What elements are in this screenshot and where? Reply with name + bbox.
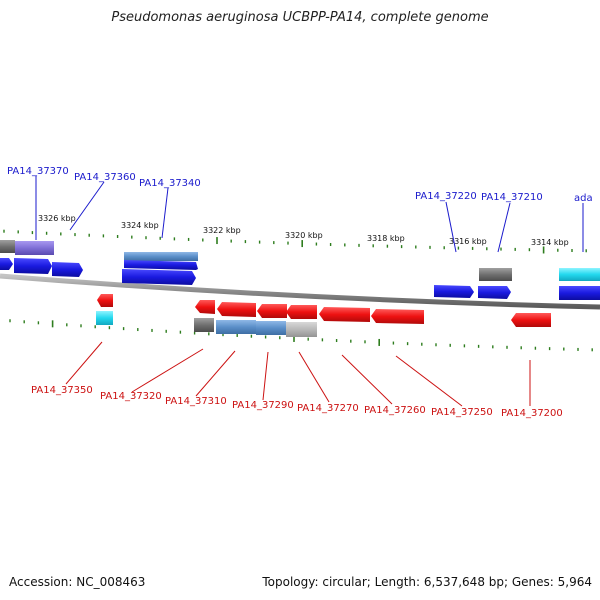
gene-box-cyan[interactable] xyxy=(559,268,600,281)
gene-label-reverse[interactable]: PA14_37260 xyxy=(364,405,426,416)
gene-arrow-reverse[interactable] xyxy=(97,294,113,307)
gene-label-forward[interactable]: PA14_37220 xyxy=(415,191,477,202)
scale-label: 3314 kbp xyxy=(531,238,569,247)
gene-arrow-forward[interactable] xyxy=(124,260,198,270)
forward-label-leaders xyxy=(35,176,584,253)
gene-arrow-forward[interactable] xyxy=(0,258,13,270)
gene-arrow-reverse[interactable] xyxy=(195,300,215,314)
gene-label-forward[interactable]: PA14_37340 xyxy=(139,178,201,189)
gene-label-reverse[interactable]: PA14_37350 xyxy=(31,385,93,396)
gene-arrow-reverse[interactable] xyxy=(286,305,317,319)
scale-label: 3322 kbp xyxy=(203,226,241,235)
gene-arrow-forward[interactable] xyxy=(122,269,196,285)
gene-label-forward[interactable]: PA14_37360 xyxy=(74,172,136,183)
gene-arrow-reverse[interactable] xyxy=(319,307,370,322)
gene-arrow-forward[interactable] xyxy=(434,285,474,298)
gene-arrow-reverse[interactable] xyxy=(217,302,256,317)
reverse-label-leaders xyxy=(65,341,531,407)
accession-text: Accession: NC_008463 xyxy=(9,575,146,589)
gene-arrow-forward[interactable] xyxy=(52,262,83,277)
gene-label-reverse[interactable]: PA14_37250 xyxy=(431,407,493,418)
scale-label: 3320 kbp xyxy=(285,231,323,240)
gene-label-forward[interactable]: PA14_37370 xyxy=(7,166,69,177)
gene-box-purple[interactable] xyxy=(15,241,54,255)
gene-arrow-forward[interactable] xyxy=(14,258,52,274)
gene-arrow-reverse[interactable] xyxy=(371,309,424,324)
gene-arrow-forward[interactable] xyxy=(478,286,511,299)
gene-box-gray[interactable] xyxy=(0,240,15,253)
gene-arrow-reverse[interactable] xyxy=(257,304,287,318)
forward-genes xyxy=(0,240,600,300)
gene-box-steel[interactable] xyxy=(124,252,198,261)
scale-label: 3316 kbp xyxy=(449,237,487,246)
gene-label-forward[interactable]: PA14_37210 xyxy=(481,192,543,203)
scale-label: 3326 kbp xyxy=(38,214,76,223)
gene-label-reverse[interactable]: PA14_37310 xyxy=(165,396,227,407)
gene-box-lightgray[interactable] xyxy=(286,322,317,337)
gene-label-reverse[interactable]: PA14_37320 xyxy=(100,391,162,402)
gene-label-forward[interactable]: ada xyxy=(574,193,593,204)
scale-labels: 3326 kbp 3324 kbp 3322 kbp 3320 kbp 3318… xyxy=(38,214,569,247)
gene-box-gray[interactable] xyxy=(194,318,214,332)
topology-text: Topology: circular; Length: 6,537,648 bp… xyxy=(262,575,592,589)
gene-box-forward[interactable] xyxy=(559,286,600,300)
genome-backbone xyxy=(0,273,600,310)
gene-label-reverse[interactable]: PA14_37270 xyxy=(297,403,359,414)
gene-arrow-reverse[interactable] xyxy=(511,313,551,327)
scale-ticks xyxy=(3,229,593,352)
gene-label-reverse[interactable]: PA14_37200 xyxy=(501,408,563,419)
gene-box-steel[interactable] xyxy=(216,320,256,334)
forward-labels: PA14_37370 PA14_37360 PA14_37340 PA14_37… xyxy=(7,166,593,204)
reverse-labels: PA14_37350 PA14_37320 PA14_37310 PA14_37… xyxy=(31,385,563,419)
gene-box-steel[interactable] xyxy=(256,321,286,335)
reverse-genes xyxy=(96,294,551,337)
gene-box-gray[interactable] xyxy=(479,268,512,281)
gene-label-reverse[interactable]: PA14_37290 xyxy=(232,400,294,411)
map-title: Pseudomonas aeruginosa UCBPP-PA14, compl… xyxy=(111,10,489,25)
gene-box-cyan[interactable] xyxy=(96,311,113,325)
scale-label: 3318 kbp xyxy=(367,234,405,243)
scale-label: 3324 kbp xyxy=(121,221,159,230)
